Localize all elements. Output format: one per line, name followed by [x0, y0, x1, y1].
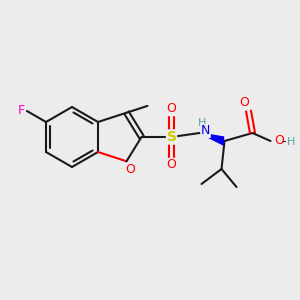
Text: N: N — [201, 124, 210, 137]
Text: O: O — [240, 97, 249, 110]
Text: O: O — [167, 158, 176, 172]
Text: H: H — [198, 118, 207, 128]
Text: S: S — [167, 130, 176, 144]
Text: O: O — [126, 163, 135, 176]
Text: H: H — [286, 137, 295, 147]
Text: -: - — [281, 136, 286, 148]
Text: O: O — [274, 134, 284, 148]
Text: O: O — [167, 103, 176, 116]
Polygon shape — [200, 133, 224, 145]
Text: F: F — [17, 104, 25, 118]
